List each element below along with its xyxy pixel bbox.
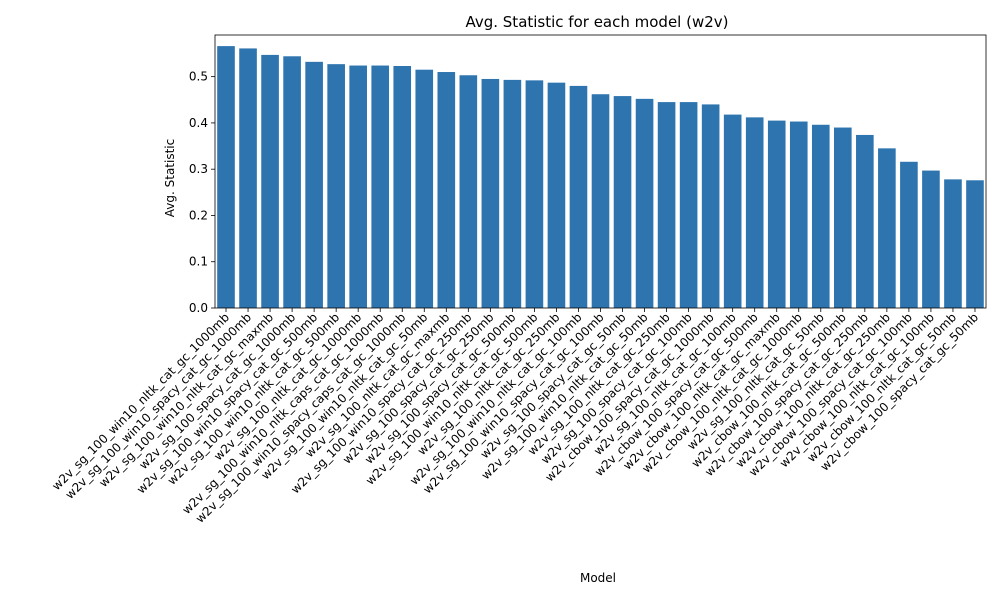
bar-9 <box>393 66 412 308</box>
x-axis-ticks: w2v_sg_100_win10_nltk_cat_gc_1000mbw2v_s… <box>49 308 981 526</box>
bars-group <box>217 46 984 309</box>
bar-29 <box>834 127 852 308</box>
chart-title: Avg. Statistic for each model (w2v) <box>465 13 728 31</box>
bar-1 <box>217 46 235 309</box>
plot-frame <box>214 34 987 309</box>
bar-22 <box>679 102 698 308</box>
bar-2 <box>239 48 257 309</box>
y-tick-label: 0.2 <box>189 208 208 222</box>
y-tick-label: 0.3 <box>189 162 208 176</box>
y-tick-label: 0.0 <box>189 301 208 315</box>
bar-26 <box>767 120 786 308</box>
bar-27 <box>789 121 808 308</box>
bar-35 <box>966 180 984 308</box>
x-axis-label: Model <box>580 571 616 585</box>
bar-24 <box>723 114 742 308</box>
bar-7 <box>349 65 367 308</box>
bar-11 <box>437 72 456 309</box>
axes-frame <box>214 34 987 309</box>
bar-10 <box>415 69 434 308</box>
bar-25 <box>745 117 764 308</box>
bar-5 <box>305 61 323 309</box>
bar-30 <box>856 134 874 308</box>
bar-31 <box>878 148 896 308</box>
bar-28 <box>811 124 830 309</box>
bar-23 <box>701 104 720 308</box>
bar-13 <box>481 78 500 309</box>
bar-32 <box>900 161 918 308</box>
bar-4 <box>283 56 301 308</box>
bar-33 <box>922 170 940 308</box>
bar-8 <box>371 65 390 308</box>
bar-19 <box>613 96 632 308</box>
bar-16 <box>547 82 566 308</box>
y-axis-label: Avg. Statistic <box>163 139 177 217</box>
y-tick-label: 0.5 <box>189 70 208 84</box>
bar-17 <box>569 85 588 309</box>
bar-15 <box>525 80 544 308</box>
bar-18 <box>591 94 610 308</box>
bar-20 <box>635 98 654 308</box>
bar-6 <box>327 64 345 309</box>
bar-3 <box>261 54 279 309</box>
bar-14 <box>503 79 522 308</box>
y-axis-ticks: 0.0 0.1 0.2 0.3 0.4 0.5 <box>189 70 215 315</box>
bar-12 <box>459 75 478 308</box>
y-tick-label: 0.1 <box>189 255 208 269</box>
bar-21 <box>657 102 676 308</box>
bar-34 <box>944 179 962 308</box>
y-tick-label: 0.4 <box>189 116 208 130</box>
